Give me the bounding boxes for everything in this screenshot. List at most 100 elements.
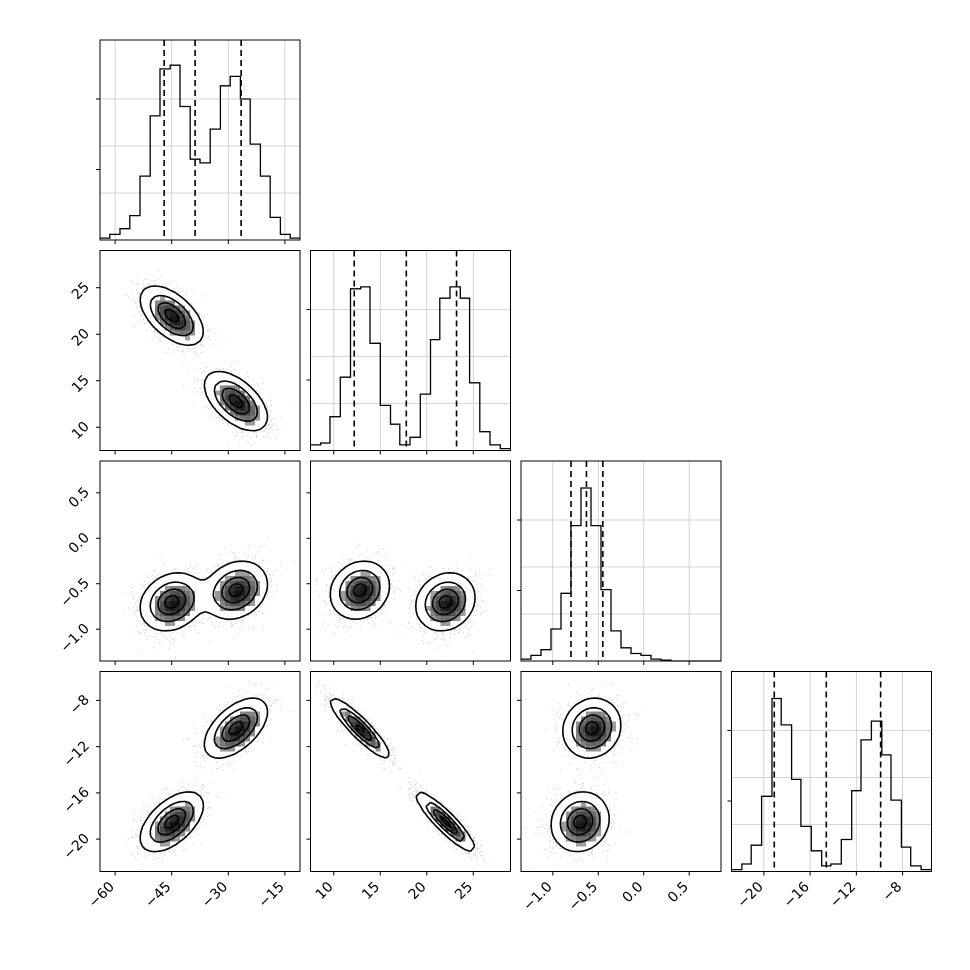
density-cell: [180, 831, 186, 837]
density-cell: [335, 606, 341, 612]
density-cell: [250, 586, 256, 592]
density-cell: [576, 736, 582, 742]
density-cell: [175, 591, 181, 597]
density-cell: [225, 711, 231, 717]
density-cell: [215, 741, 221, 747]
density-cell: [430, 626, 436, 632]
density-cell: [450, 576, 456, 582]
density-cell: [566, 811, 572, 817]
density-cell: [225, 400, 231, 406]
density-cell: [225, 591, 231, 597]
density-cell: [230, 591, 236, 597]
density-cell: [210, 390, 216, 396]
density-cell: [190, 345, 196, 351]
density-cell: [465, 841, 471, 847]
density-cell: [190, 340, 196, 346]
density-cell: [581, 821, 587, 827]
density-cell: [255, 430, 261, 436]
density-cell: [225, 746, 231, 752]
density-cell: [260, 601, 266, 607]
density-cell: [440, 606, 446, 612]
density-cell: [350, 726, 356, 732]
density-cell: [170, 305, 176, 311]
density-cell: [365, 561, 371, 567]
density-cell: [581, 721, 587, 727]
density-cell: [160, 616, 166, 622]
panel-frame-1-2: [310, 460, 511, 662]
density-cell: [150, 596, 156, 602]
density-cell: [601, 756, 607, 762]
x-tick-label-2-3: 0.5: [665, 879, 692, 906]
density-cell: [160, 596, 166, 602]
density-cell: [260, 430, 266, 436]
density-cell: [175, 335, 181, 341]
density-cell: [155, 325, 161, 331]
density-cell: [445, 596, 451, 602]
density-cell: [581, 811, 587, 817]
density-cell: [150, 300, 156, 306]
y-tick-label-2-3: 0.5: [66, 484, 93, 511]
density-cell: [586, 756, 592, 762]
density-cell: [200, 320, 206, 326]
density-cell: [250, 701, 256, 707]
density-cell: [155, 596, 161, 602]
density-cell: [425, 621, 431, 627]
density-cell: [170, 616, 176, 622]
density-cell: [240, 701, 246, 707]
density-cell: [175, 801, 181, 807]
density-cell: [225, 736, 231, 742]
density-cell: [240, 606, 246, 612]
density-cell: [455, 826, 461, 832]
density-cell: [475, 851, 481, 857]
density-cell: [190, 791, 196, 797]
density-cell: [210, 726, 216, 732]
density-shading-1-3: [330, 701, 481, 857]
density-cell: [335, 591, 341, 597]
y-tick-label-1-0: 10: [69, 419, 93, 443]
density-cell: [170, 806, 176, 812]
density-cell: [185, 616, 191, 622]
density-cell: [145, 821, 151, 827]
density-cell: [601, 826, 607, 832]
density-cell: [591, 751, 597, 757]
density-cell: [606, 731, 612, 737]
density-cell: [385, 756, 391, 762]
density-cell: [606, 806, 612, 812]
density-cell: [345, 596, 351, 602]
density-cell: [360, 566, 366, 572]
density-cell: [230, 581, 236, 587]
density-cell: [606, 831, 612, 837]
density-cell: [190, 330, 196, 336]
density-cell: [340, 581, 346, 587]
density-cell: [586, 821, 592, 827]
density-cell: [140, 611, 146, 617]
density-cell: [571, 751, 577, 757]
density-cell: [380, 576, 386, 582]
density-cell: [160, 290, 166, 296]
density-cell: [140, 601, 146, 607]
density-contour: [149, 569, 259, 623]
density-cell: [360, 596, 366, 602]
density-cell: [370, 736, 376, 742]
density-cell: [455, 841, 461, 847]
density-cell: [160, 811, 166, 817]
density-cell: [430, 611, 436, 617]
density-cell: [175, 330, 181, 336]
density-cell: [165, 821, 171, 827]
density-cell: [551, 831, 557, 837]
density-cell: [265, 405, 271, 411]
density-cell: [350, 721, 356, 727]
density-cell: [420, 616, 426, 622]
density-cell: [145, 606, 151, 612]
y-tick-label-3-1: −16: [61, 784, 93, 816]
density-cell: [370, 596, 376, 602]
density-cell: [230, 375, 236, 381]
density-cell: [250, 581, 256, 587]
density-cell: [165, 586, 171, 592]
density-cell: [611, 731, 617, 737]
density-cell: [576, 811, 582, 817]
histogram-step: [521, 487, 721, 662]
density-cell: [596, 731, 602, 737]
density-cell: [215, 405, 221, 411]
density-cell: [581, 791, 587, 797]
